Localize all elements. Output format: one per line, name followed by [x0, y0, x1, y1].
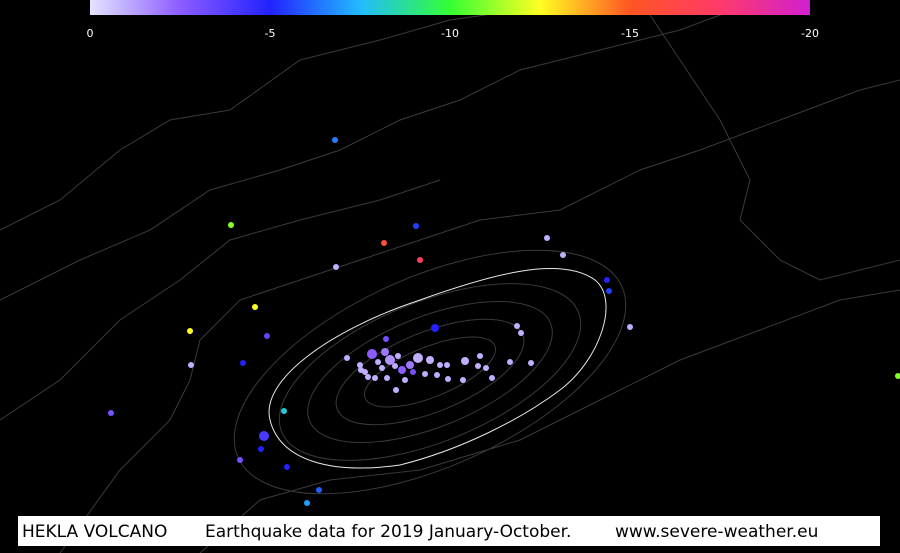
earthquake — [431, 324, 439, 332]
earthquake — [437, 362, 443, 368]
earthquake — [528, 360, 534, 366]
earthquake — [413, 223, 419, 229]
tick-label: -20 — [801, 27, 819, 40]
earthquake — [375, 359, 381, 365]
source: www.severe-weather.eu — [615, 522, 818, 542]
earthquake — [316, 487, 322, 493]
earthquake — [252, 304, 258, 310]
earthquake — [240, 360, 246, 366]
earthquake — [393, 387, 399, 393]
earthquake — [381, 348, 389, 356]
tick-label: -10 — [441, 27, 459, 40]
subtitle: Earthquake data for 2019 January-October… — [205, 522, 571, 542]
footer-box — [18, 516, 880, 546]
earthquake — [365, 374, 371, 380]
earthquake — [604, 277, 610, 283]
earthquake — [422, 371, 428, 377]
earthquake — [518, 330, 524, 336]
earthquake — [461, 357, 469, 365]
earthquake — [228, 222, 234, 228]
earthquake — [444, 362, 450, 368]
earthquake — [460, 377, 466, 383]
earthquake — [188, 362, 194, 368]
earthquake — [367, 349, 377, 359]
earthquake — [381, 240, 387, 246]
earthquake — [514, 323, 520, 329]
earthquake — [237, 457, 243, 463]
earthquake — [379, 365, 385, 371]
earthquake — [259, 431, 269, 441]
earthquake — [385, 355, 395, 365]
tick-label: -5 — [265, 27, 276, 40]
earthquake — [398, 366, 406, 374]
earthquake — [895, 373, 900, 379]
earthquakes — [108, 137, 900, 506]
title: HEKLA VOLCANO — [22, 522, 167, 542]
colorbar — [90, 0, 810, 15]
earthquake — [560, 252, 566, 258]
earthquake — [384, 375, 390, 381]
earthquake — [332, 137, 338, 143]
earthquake — [417, 257, 423, 263]
earthquake — [344, 355, 350, 361]
earthquake — [627, 324, 633, 330]
earthquake — [410, 369, 416, 375]
earthquake — [258, 446, 264, 452]
earthquake — [281, 408, 287, 414]
earthquake — [333, 264, 339, 270]
earthquake — [383, 336, 389, 342]
earthquake — [284, 464, 290, 470]
earthquake — [304, 500, 310, 506]
earthquake — [395, 353, 401, 359]
earthquake — [372, 375, 378, 381]
colorbar-ticks: 0 -5 -10 -15 -20 — [87, 27, 819, 40]
earthquake — [406, 361, 414, 369]
earthquake — [264, 333, 270, 339]
earthquake — [507, 359, 513, 365]
earthquake — [413, 353, 423, 363]
earthquake — [108, 410, 114, 416]
tick-label: -15 — [621, 27, 639, 40]
earthquake — [358, 367, 364, 373]
earthquake — [475, 363, 481, 369]
earthquake — [445, 376, 451, 382]
earthquake — [434, 372, 440, 378]
earthquake — [606, 288, 612, 294]
tick-label: 0 — [87, 27, 94, 40]
earthquake — [187, 328, 193, 334]
earthquake — [477, 353, 483, 359]
earthquake — [357, 362, 363, 368]
caldera-outline — [268, 268, 607, 469]
earthquake — [544, 235, 550, 241]
earthquake — [392, 363, 398, 369]
earthquake — [489, 375, 495, 381]
earthquake — [402, 377, 408, 383]
earthquake — [483, 365, 489, 371]
earthquake — [426, 356, 434, 364]
